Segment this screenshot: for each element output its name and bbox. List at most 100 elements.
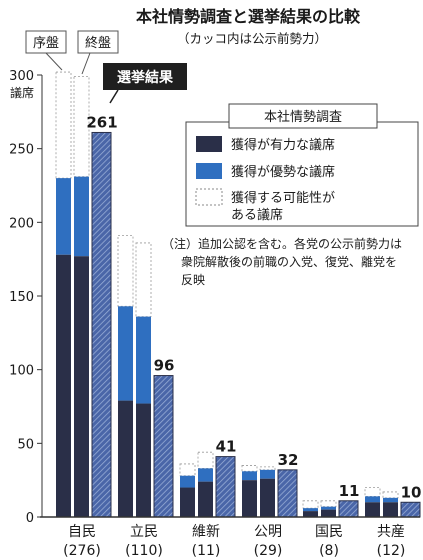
bar-group: 32 [241,451,299,518]
y-axis: 0 50 100 150 200 250 300 [9,69,43,526]
bar-likely [118,400,133,517]
bar-leaning [180,475,195,488]
tag-final-label: 終盤 [85,35,111,51]
bar-leaning [383,497,398,503]
legend-label-possible-line2: ある議席 [231,207,283,223]
legend-label-possible-line1: 獲得する可能性が [231,190,335,206]
bar-possible [197,451,214,469]
bar-result [338,500,359,518]
x-axis-labels: 自民 (276) 立民 (110) 維新 (11) 公明 (29) 国民 (8) 共産 (12) [63,524,405,559]
bar-group: 96 [117,235,175,518]
x-tick-label: 自民 [68,524,96,540]
bars: 261 96 41 32 11 10 [55,71,422,518]
legend-swatch-likely [196,136,222,152]
bar-leaning [365,496,380,503]
x-tick-sublabel: (8) [319,543,339,559]
bar-likely [303,511,318,517]
bar-group: 10 [364,483,422,518]
x-tick-sublabel: (29) [254,543,283,559]
tag-early-label: 序盤 [33,36,59,51]
legend-label-likely: 獲得が有力な議席 [231,137,335,153]
tag-final: 終盤 [77,30,119,75]
chart-subtitle: （カッコ内は公示前勢力） [177,31,327,46]
x-tick-sublabel: (276) [63,543,101,559]
legend: 本社情勢調査 獲得が有力な議席 獲得が優勢な議席 獲得する可能性が ある議席 [185,103,419,227]
bar-leaning [260,469,275,479]
bar-leaning [242,471,257,481]
bar-leaning [303,508,318,512]
y-tick-label: 100 [9,364,34,379]
bar-likely [365,502,380,517]
bar-leaning [198,468,213,482]
bar-result [215,456,236,518]
bar-likely [198,481,213,517]
bar-likely [136,403,151,517]
bar-result [91,131,112,518]
bar-possible [302,500,319,509]
x-tick-label: 国民 [315,524,343,540]
result-tag: 選挙結果 [103,63,187,104]
x-tick-label: 共産 [377,524,405,540]
y-tick-label: 250 [9,143,34,158]
bar-result [277,469,298,518]
legend-title: 本社情勢調査 [264,109,342,125]
bar-leaning [118,306,133,401]
bar-result [153,375,174,518]
result-value-label: 261 [86,113,117,131]
x-tick-sublabel: (12) [377,543,406,559]
x-tick-sublabel: (11) [192,543,221,559]
bar-likely [242,480,257,517]
legend-label-possible: 獲得する可能性が ある議席 [231,190,339,223]
chart-note-line1: （注）追加公認を含む。各党の公示前勢力は [162,236,402,251]
bar-likely [74,256,89,517]
bar-group: 41 [179,438,237,518]
bar-possible [241,465,258,472]
bar-leaning [56,178,71,255]
bar-likely [321,509,336,517]
legend-swatch-possible [195,188,223,206]
result-value-label: 96 [154,357,175,375]
bar-leaning [321,506,336,510]
bar-possible [135,242,152,318]
bar-possible [259,466,276,471]
bar-leaning [136,316,151,404]
chart-note-line2: 衆院解散後の前職の入党、復党、離党を [181,254,397,269]
legend-label-leaning: 獲得が優勢な議席 [231,164,335,180]
bar-group: 261 [55,71,118,518]
bar-likely [56,254,71,517]
result-tag-label: 選挙結果 [117,69,174,86]
bar-likely [260,478,275,517]
bar-possible [364,487,381,497]
x-tick-label: 公明 [254,524,282,540]
bar-possible [73,76,90,178]
y-tick-label: 300 [9,69,34,84]
x-tick-label: 維新 [192,524,220,540]
chart-note-line3: 反映 [181,273,205,287]
bar-possible [117,235,134,307]
y-tick-label: 50 [17,437,34,452]
bar-result [400,501,421,518]
bar-possible [179,463,196,477]
result-value-label: 32 [278,451,299,469]
x-tick-sublabel: (110) [125,543,163,559]
bar-possible [55,71,72,179]
y-tick-label: 200 [9,216,34,231]
bar-possible [382,491,399,499]
bar-likely [180,487,195,517]
bar-possible [320,500,337,508]
legend-swatch-leaning [196,163,222,179]
result-value-label: 41 [216,438,237,456]
result-value-label: 10 [401,483,422,501]
y-tick-label: 0 [26,511,34,526]
y-tick-label: 150 [9,290,34,305]
tag-early: 序盤 [25,30,67,71]
bar-leaning [74,176,89,257]
chart-note: （注）追加公認を含む。各党の公示前勢力は 衆院解散後の前職の入党、復党、離党を … [162,236,406,287]
bar-group: 11 [302,482,360,518]
result-value-label: 11 [339,482,360,500]
bar-likely [383,502,398,517]
chart-title: 本社情勢調査と選挙結果の比較 [136,7,361,26]
y-axis-unit: 議席 [10,85,34,100]
x-tick-label: 立民 [130,524,158,540]
